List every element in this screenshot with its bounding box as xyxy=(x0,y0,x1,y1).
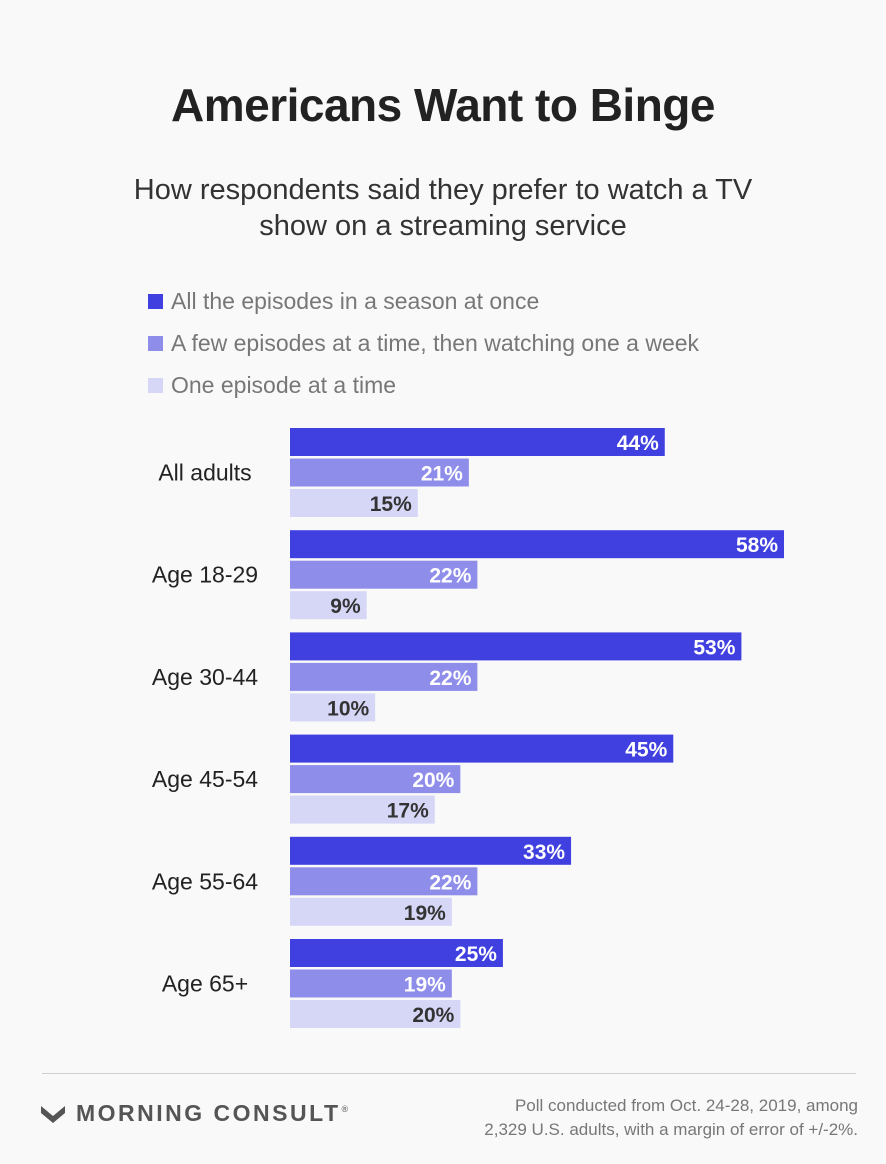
data-label: 45% xyxy=(625,739,667,762)
legend-swatch-one-at-a-time xyxy=(148,377,163,393)
bar xyxy=(290,795,435,824)
footer-divider xyxy=(42,1073,856,1074)
bar xyxy=(290,530,784,559)
data-label: 21% xyxy=(421,463,463,486)
legend: All the episodes in a season at once A f… xyxy=(148,280,699,406)
data-label: 44% xyxy=(617,432,659,455)
legend-swatch-few-at-a-time xyxy=(148,335,163,351)
data-label: 10% xyxy=(327,697,369,720)
legend-item-one-at-a-time: One episode at a time xyxy=(148,364,699,406)
data-label: 33% xyxy=(523,841,565,864)
legend-item-all-at-once: All the episodes in a season at once xyxy=(148,280,699,322)
legend-label-one-at-a-time: One episode at a time xyxy=(171,371,397,398)
bar xyxy=(290,836,572,865)
bar-group-age-45-54: Age 45-54 45% 20% 17% xyxy=(152,734,674,824)
chart-title: Americans Want to Binge xyxy=(171,79,715,131)
data-label: 22% xyxy=(429,871,471,894)
legend-label-all-at-once: All the episodes in a season at once xyxy=(171,287,540,314)
bar xyxy=(290,632,742,661)
bar xyxy=(290,734,674,763)
data-label: 19% xyxy=(404,974,446,997)
data-label: 17% xyxy=(387,800,429,823)
footnote-line-1: Poll conducted from Oct. 24-28, 2019, am… xyxy=(514,1096,858,1115)
brand-registered-mark: ® xyxy=(341,1104,351,1115)
category-label: Age 18-29 xyxy=(152,562,258,588)
bar xyxy=(290,897,452,926)
bar-group-all-adults: All adults 44% 21% 15% xyxy=(158,428,665,517)
footnote: Poll conducted from Oct. 24-28, 2019, am… xyxy=(418,1094,858,1142)
bar xyxy=(290,765,461,794)
bar-group-age-18-29: Age 18-29 58% 22% 9% xyxy=(152,530,784,620)
brand-name: MORNING CONSULT® xyxy=(76,1100,351,1126)
chart-subtitle: How respondents said they prefer to watc… xyxy=(133,174,753,242)
bar xyxy=(290,591,367,620)
bar xyxy=(290,939,503,967)
category-label: Age 30-44 xyxy=(152,664,258,690)
bar-group-age-65: Age 65+ 25% 19% 20% xyxy=(162,939,503,1028)
legend-item-few-at-a-time: A few episodes at a time, then watching … xyxy=(148,322,699,364)
data-label: 20% xyxy=(412,1004,454,1027)
data-label: 58% xyxy=(736,534,778,557)
data-label: 53% xyxy=(693,636,735,659)
legend-label-few-at-a-time: A few episodes at a time, then watching … xyxy=(171,329,700,356)
bar xyxy=(290,969,452,998)
data-label: 25% xyxy=(455,943,497,966)
bar xyxy=(290,560,478,589)
bar xyxy=(290,693,376,722)
data-label: 9% xyxy=(330,595,361,618)
bar-group-age-55-64: Age 55-64 33% 22% 19% xyxy=(152,836,572,926)
bar xyxy=(290,1000,461,1028)
bar xyxy=(290,428,665,456)
morning-consult-logo-icon xyxy=(41,1105,65,1123)
bar xyxy=(290,867,478,896)
data-label: 22% xyxy=(429,565,471,588)
category-label: Age 55-64 xyxy=(152,868,258,894)
bar xyxy=(290,662,478,691)
footnote-line-2: 2,329 U.S. adults, with a margin of erro… xyxy=(484,1120,858,1139)
data-label: 20% xyxy=(412,769,454,792)
legend-swatch-all-at-once xyxy=(148,293,163,309)
bar xyxy=(290,489,418,517)
category-label: All adults xyxy=(158,460,251,486)
bar xyxy=(290,458,469,487)
brand-logo: MORNING CONSULT® xyxy=(40,1100,351,1127)
data-label: 22% xyxy=(429,667,471,690)
bar-group-age-30-44: Age 30-44 53% 22% 10% xyxy=(152,632,742,722)
data-label: 19% xyxy=(404,902,446,925)
data-label: 15% xyxy=(370,493,412,516)
category-label: Age 65+ xyxy=(162,971,248,997)
category-label: Age 45-54 xyxy=(152,766,258,792)
